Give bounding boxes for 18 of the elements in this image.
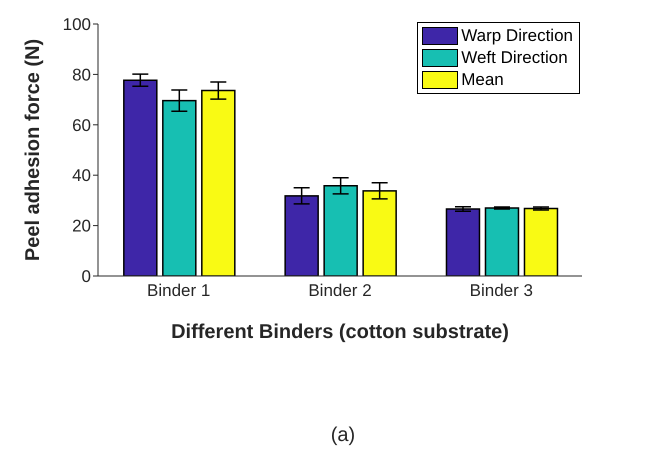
bar [524, 208, 558, 276]
legend-label: Weft Direction [461, 47, 568, 69]
y-tick-label: 80 [72, 65, 91, 84]
x-tick-label: Binder 3 [470, 281, 533, 300]
y-tick-label: 60 [72, 116, 91, 135]
y-axis-title: Peel adhesion force (N) [22, 38, 44, 262]
y-tick-label: 40 [72, 166, 91, 186]
legend-label: Mean [461, 69, 504, 91]
y-tick-label: 0 [82, 267, 91, 286]
y-tick-label: 100 [62, 15, 91, 34]
y-tick-label: 20 [72, 216, 91, 236]
text: (a) [330, 424, 356, 447]
x-axis-title: Different Binders (cotton substrate) [171, 321, 509, 343]
legend-label: Warp Direction [461, 25, 573, 47]
x-tick-label: Binder 2 [308, 281, 372, 300]
bar [446, 208, 480, 276]
x-tick-label: Binder 1 [147, 281, 210, 300]
bar [484, 207, 520, 276]
